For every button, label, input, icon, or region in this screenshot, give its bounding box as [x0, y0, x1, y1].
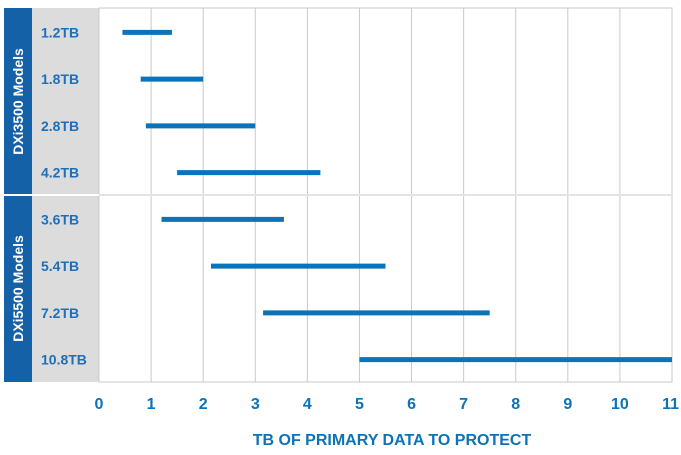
range-bar — [145, 123, 256, 129]
group-band — [4, 195, 32, 382]
range-bar — [359, 357, 672, 363]
category-label: 3.6TB — [41, 211, 79, 227]
range-bar — [263, 310, 490, 316]
category-label: 4.2TB — [41, 165, 79, 181]
x-tick-label: 0 — [95, 396, 104, 413]
x-tick-label: 11 — [662, 396, 679, 413]
category-labels: 1.2TB 1.8TB 2.8TB 4.2TB 3.6TB 5.4TB 7.2TB 10.8T… — [41, 24, 87, 367]
x-tick-label: 9 — [563, 396, 572, 413]
x-tick-label: 4 — [303, 396, 312, 413]
category-label: 2.8TB — [41, 118, 79, 134]
range-bar — [140, 76, 204, 82]
category-label: 7.2TB — [41, 305, 79, 321]
x-tick-label: 8 — [511, 396, 520, 413]
group-band — [4, 8, 32, 195]
range-bar — [210, 263, 386, 269]
category-label: 5.4TB — [41, 258, 79, 274]
range-bar — [161, 216, 284, 222]
x-axis-label: TB OF PRIMARY DATA TO PROTECT — [253, 432, 532, 449]
x-tick-label: 6 — [407, 396, 416, 413]
range-bar — [177, 170, 321, 176]
category-label: 10.8TB — [41, 352, 87, 368]
group-label: DXi3500 Models — [10, 48, 26, 155]
group-bands: DXi3500 Models DXi5500 Models — [4, 8, 672, 382]
category-label: 1.2TB — [41, 24, 79, 40]
range-bar — [122, 29, 172, 35]
group-label: DXi5500 Models — [10, 235, 26, 342]
x-tick-label: 7 — [459, 396, 468, 413]
x-axis-ticks: 0 1 2 3 4 5 6 7 8 9 10 11 — [95, 396, 680, 413]
x-tick-label: 2 — [199, 396, 208, 413]
x-tick-label: 5 — [355, 396, 364, 413]
category-label: 1.8TB — [41, 71, 79, 87]
x-tick-label: 3 — [251, 396, 260, 413]
range-bars — [122, 29, 672, 363]
x-tick-label: 10 — [611, 396, 629, 413]
x-tick-label: 1 — [147, 396, 156, 413]
